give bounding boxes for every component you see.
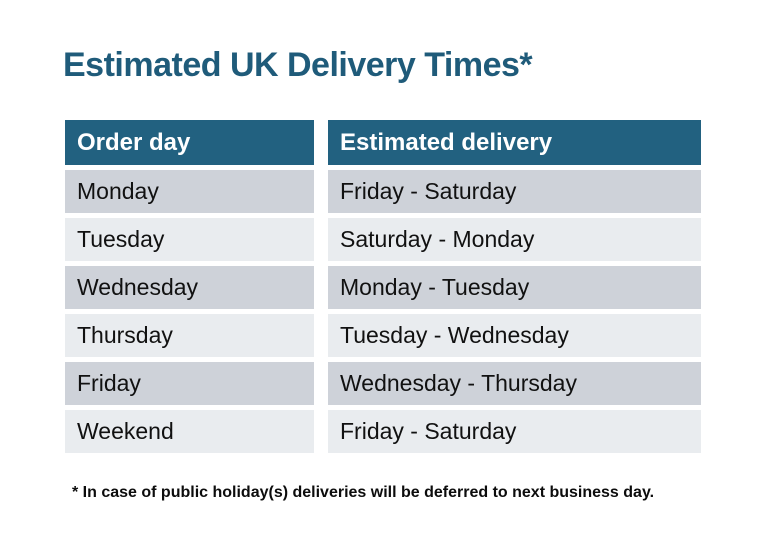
table-cell-order-day: Monday xyxy=(65,170,314,213)
table-cell-estimated-delivery: Saturday - Monday xyxy=(328,218,701,261)
delivery-times-table: Order day Estimated delivery Monday Frid… xyxy=(65,120,701,453)
table-cell-estimated-delivery: Friday - Saturday xyxy=(328,410,701,453)
table-cell-estimated-delivery: Friday - Saturday xyxy=(328,170,701,213)
table-cell-estimated-delivery: Wednesday - Thursday xyxy=(328,362,701,405)
table-cell-order-day: Friday xyxy=(65,362,314,405)
table-cell-estimated-delivery: Tuesday - Wednesday xyxy=(328,314,701,357)
table-cell-order-day: Weekend xyxy=(65,410,314,453)
public-holiday-footnote: * In case of public holiday(s) deliverie… xyxy=(72,484,655,501)
column-header-order-day: Order day xyxy=(65,120,314,165)
column-header-estimated-delivery: Estimated delivery xyxy=(328,120,701,165)
page-title: Estimated UK Delivery Times* xyxy=(63,46,533,84)
table-cell-estimated-delivery: Monday - Tuesday xyxy=(328,266,701,309)
table-cell-order-day: Wednesday xyxy=(65,266,314,309)
table-cell-order-day: Tuesday xyxy=(65,218,314,261)
table-cell-order-day: Thursday xyxy=(65,314,314,357)
